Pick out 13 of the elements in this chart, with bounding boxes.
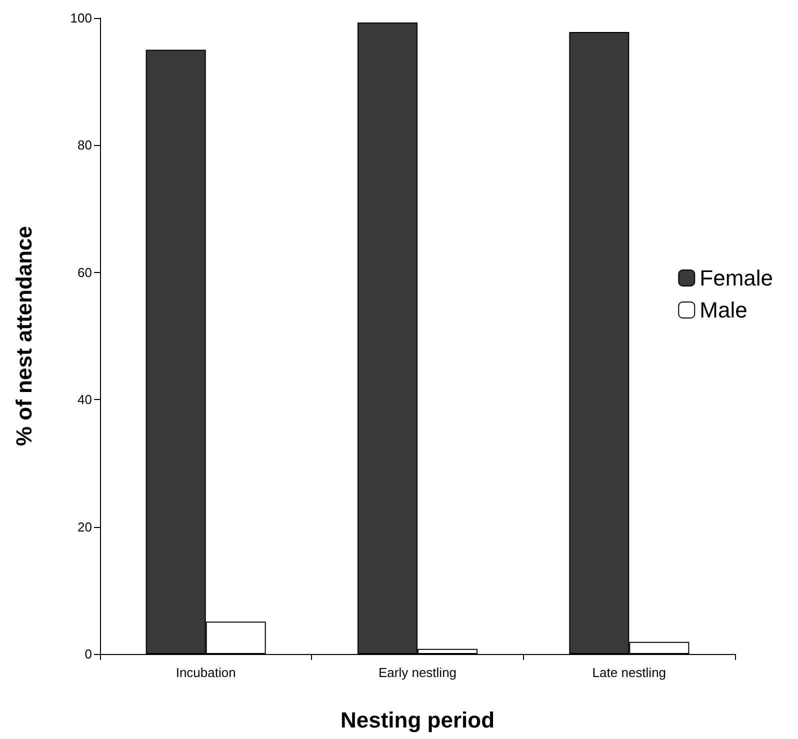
- y-tick-label: 0: [84, 646, 92, 662]
- x-tick-label: Early nestling: [378, 665, 457, 680]
- y-tick-label: 40: [78, 392, 92, 408]
- legend-label: Male: [700, 298, 748, 322]
- y-tick-label: 60: [78, 264, 92, 280]
- y-tick-label: 100: [70, 10, 92, 26]
- y-tick-label: 80: [78, 138, 92, 153]
- x-axis-title: Nesting period: [340, 708, 495, 732]
- legend-label: Female: [700, 266, 773, 290]
- x-tick-label: Incubation: [176, 665, 236, 680]
- y-tick-label: 20: [78, 519, 92, 534]
- y-axis-title: % of nest attendance: [12, 226, 36, 446]
- x-tick-label: Late nestling: [592, 665, 666, 680]
